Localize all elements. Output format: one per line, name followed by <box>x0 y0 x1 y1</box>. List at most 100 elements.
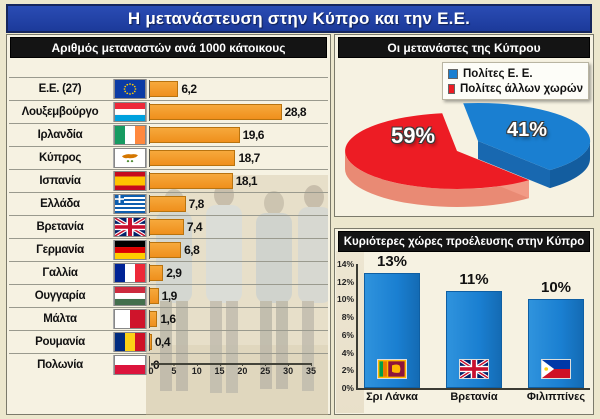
flag-uk-icon <box>114 217 146 237</box>
flag-box <box>113 125 147 145</box>
pie-3d <box>345 102 591 207</box>
value-label: 7,8 <box>188 197 205 211</box>
value-bar <box>150 104 282 120</box>
country-label: Ισπανία <box>39 175 81 187</box>
country-label: Λουξεμβούργο <box>21 106 99 118</box>
country-row: Ισπανία 18,1 <box>9 169 328 192</box>
pie-slice-other <box>345 113 529 207</box>
country-row: Μάλτα 1,6 <box>9 307 328 330</box>
country-label: Κύπρος <box>38 152 82 164</box>
value-label: 19,6 <box>242 128 265 142</box>
country-label: Γαλλία <box>42 267 78 279</box>
y-tick-label: 2% <box>341 365 354 376</box>
value-bar <box>150 242 182 258</box>
origin-column: 10% Φιλιππίνες <box>527 264 585 403</box>
flag-box <box>113 355 147 375</box>
value-label: 1,6 <box>160 312 176 326</box>
x-axis: 0 5 10 15 20 25 30 35 <box>148 363 316 379</box>
value-label: 28,8 <box>284 105 307 119</box>
y-tick-label: 4% <box>341 347 354 358</box>
country-row: Ελλάδα 7,8 <box>9 192 328 215</box>
y-tick-label: 14% <box>336 259 354 269</box>
country-row: Ρουμανία 0,4 <box>9 330 328 353</box>
country-row: Γαλλία 2,9 <box>9 261 328 284</box>
legend-item-eu: Πολίτες Ε. Ε. <box>448 66 583 81</box>
flag-box <box>113 102 147 122</box>
flag-box <box>113 194 147 214</box>
country-row: Λουξεμβούργο 28,8 <box>9 100 328 123</box>
value-bar <box>150 334 152 350</box>
flag-wrap <box>458 358 490 380</box>
bar-track: 0 <box>149 356 310 374</box>
cyprus-immigrants-panel: Οι μετανάστες της Κύπρου Πολίτες Ε. Ε. Π… <box>334 34 594 217</box>
value-label: 18,1 <box>235 174 258 188</box>
y-tick-label: 10% <box>336 294 354 305</box>
flag-germany-icon <box>114 240 146 260</box>
x-tick-label: 20 <box>237 363 248 376</box>
origin-country-label: Φιλιππίνες <box>526 391 586 403</box>
flag-cyprus-icon <box>114 148 146 168</box>
bar-track: 7,4 <box>149 218 310 236</box>
country-label: Ρουμανία <box>35 336 85 348</box>
x-tick-label: 15 <box>214 363 225 376</box>
x-tick-label: 35 <box>305 363 317 376</box>
legend-label: Πολίτες άλλων χωρών <box>459 82 583 95</box>
x-tick-label: 10 <box>191 363 202 376</box>
background-photo-fragment <box>336 251 364 413</box>
pie-legend: Πολίτες Ε. Ε. Πολίτες άλλων χωρών <box>442 62 589 100</box>
origin-plot: 13% Σρι Λάνκα 11% Βρετανία 10% Φιλιππίνες <box>356 253 590 403</box>
x-tick-label: 25 <box>260 363 271 376</box>
country-row: Πολωνία 0 <box>9 353 328 376</box>
value-label: 2,9 <box>166 266 182 280</box>
country-label: Βρετανία <box>36 221 84 233</box>
flag-box <box>113 79 147 99</box>
bar-track: 7,8 <box>149 195 310 213</box>
value-label: 6,8 <box>184 243 200 257</box>
flag-box <box>113 171 147 191</box>
legend-item-other: Πολίτες άλλων χωρών <box>448 81 583 96</box>
origin-chart-header: Κυριότερες χώρες προέλευσης στην Κύπρο <box>338 231 590 252</box>
bar-track: 0,4 <box>149 333 310 351</box>
bar-track: 2,9 <box>149 264 310 282</box>
x-tick-label: 0 <box>148 363 154 376</box>
bar-track: 1,9 <box>149 287 310 305</box>
value-bar <box>150 219 184 235</box>
flag-malta-icon <box>114 309 146 329</box>
immigration-rows: Ε.Ε. (27) 6,2 Λουξεμβούργο 28,8 Ιρλανδία 19,6… <box>9 77 328 376</box>
flag-eu-icon <box>114 79 146 99</box>
flag-box <box>113 217 147 237</box>
legend-swatch-red <box>448 83 455 94</box>
x-tick-label: 5 <box>171 363 177 376</box>
flag-luxembourg-icon <box>114 102 146 122</box>
flag-poland-icon <box>114 355 146 375</box>
value-label: 0,4 <box>154 335 171 349</box>
x-tick-label: 30 <box>283 363 294 376</box>
bar-track: 18,1 <box>149 172 310 190</box>
country-row: Βρετανία 7,4 <box>9 215 328 238</box>
country-label: Ουγγαρία <box>34 290 86 302</box>
value-bar <box>150 81 179 97</box>
percent-label: 13% <box>376 253 408 270</box>
pie-value-blue: 41% <box>507 119 548 141</box>
value-bar <box>150 150 236 166</box>
origin-bar <box>528 299 584 388</box>
origin-column: 13% Σρι Λάνκα <box>364 253 420 403</box>
value-label: 6,2 <box>181 82 197 96</box>
y-axis: 14% 12% 10% 8% 6% 4% 2% 0% <box>335 259 354 393</box>
country-row: Ουγγαρία 1,9 <box>9 284 328 307</box>
pie-chart <box>337 89 593 215</box>
bar-track: 19,6 <box>149 126 310 144</box>
y-tick-label: 12% <box>336 276 354 287</box>
country-row: Γερμανία 6,8 <box>9 238 328 261</box>
value-bar <box>150 127 240 143</box>
country-label: Ε.Ε. (27) <box>38 83 82 95</box>
flag-ireland-icon <box>114 125 146 145</box>
flag-box <box>113 148 147 168</box>
country-label: Μάλτα <box>43 313 77 325</box>
page-title: Η μετανάστευση στην Κύπρο και την Ε.Ε. <box>6 4 592 33</box>
flag-uk-icon <box>458 358 490 380</box>
flag-hungary-icon <box>114 286 146 306</box>
percent-label: 11% <box>459 271 489 288</box>
bar-track: 6,2 <box>149 80 310 98</box>
